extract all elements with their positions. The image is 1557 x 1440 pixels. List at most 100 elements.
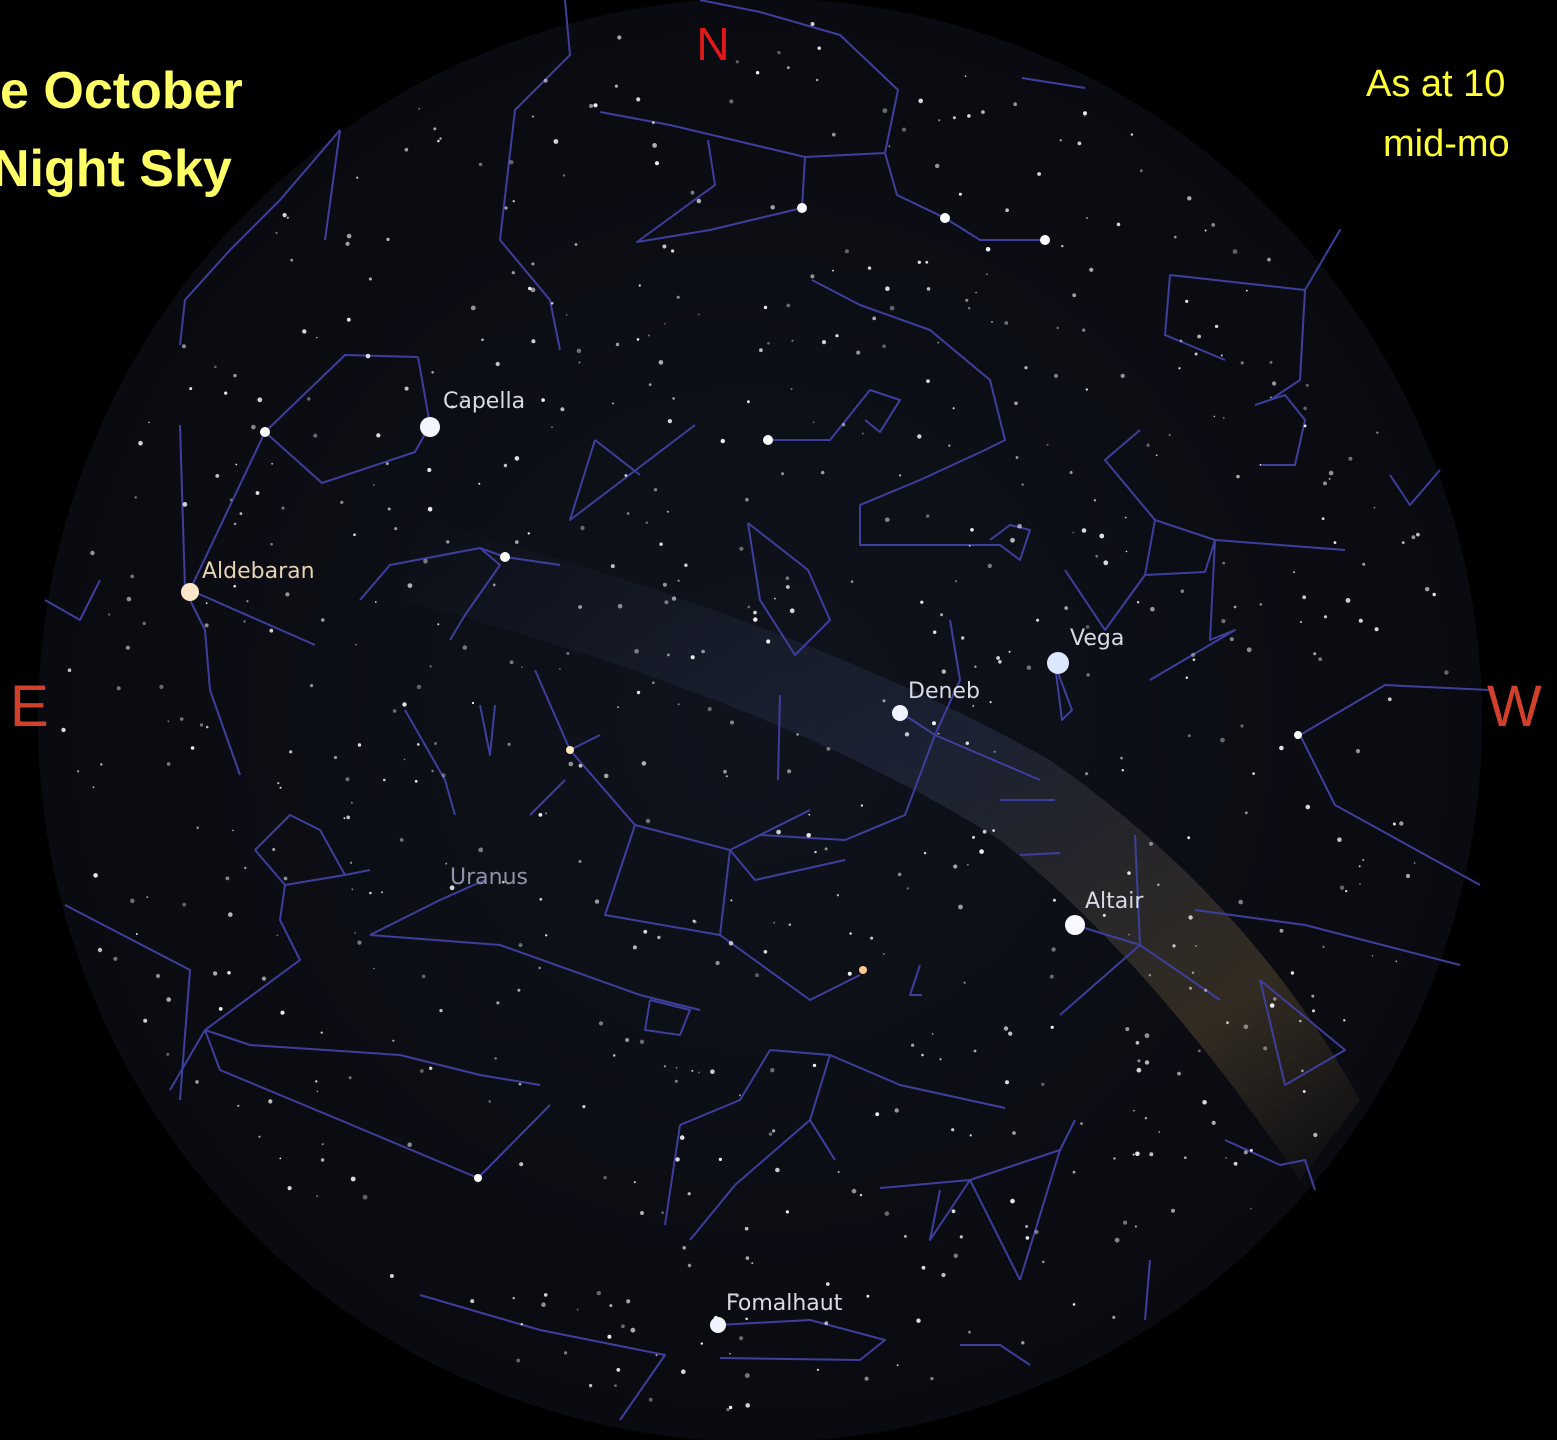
- star: [691, 1070, 693, 1072]
- star: [986, 247, 991, 252]
- star: [316, 1195, 318, 1197]
- star: [604, 774, 609, 779]
- star: [832, 270, 834, 272]
- star: [494, 1057, 496, 1059]
- star: [1026, 1236, 1030, 1240]
- star: [1340, 886, 1344, 890]
- star: [268, 1099, 272, 1103]
- star: [251, 425, 256, 430]
- star: [346, 242, 350, 246]
- star: [427, 468, 431, 472]
- star: [1306, 805, 1311, 810]
- star: [797, 203, 807, 213]
- star: [1135, 1152, 1140, 1157]
- star: [1041, 1083, 1044, 1086]
- star: [1223, 417, 1225, 419]
- star: [1221, 355, 1223, 357]
- star: [130, 899, 135, 904]
- star: [636, 97, 640, 101]
- star: [1306, 384, 1309, 387]
- star: [1024, 366, 1027, 369]
- star: [838, 1171, 840, 1173]
- star: [897, 1364, 899, 1366]
- star: [1145, 1060, 1149, 1064]
- star: [394, 527, 397, 530]
- star: [965, 75, 967, 77]
- star: [745, 1403, 750, 1408]
- star: [892, 705, 908, 721]
- star: [680, 1135, 685, 1140]
- star: [442, 773, 446, 777]
- star: [998, 660, 1002, 664]
- star: [1241, 361, 1244, 364]
- star: [93, 873, 98, 878]
- star: [313, 434, 317, 438]
- star: [872, 317, 876, 321]
- star: [566, 746, 574, 754]
- star: [1186, 677, 1188, 679]
- star: [885, 1211, 890, 1216]
- star: [905, 732, 909, 736]
- star: [545, 934, 547, 936]
- star: [1322, 946, 1324, 948]
- star: [277, 934, 279, 936]
- star: [243, 620, 245, 622]
- star: [463, 645, 468, 650]
- star: [521, 1323, 523, 1325]
- star: [1047, 652, 1069, 674]
- star: [813, 1064, 816, 1067]
- star: [509, 160, 513, 164]
- star: [1302, 595, 1306, 599]
- star: [1234, 1162, 1238, 1166]
- star: [166, 997, 171, 1002]
- star: [1191, 653, 1195, 657]
- star: [1322, 517, 1325, 520]
- star: [676, 1067, 678, 1069]
- star: [200, 723, 203, 726]
- star: [1056, 327, 1059, 330]
- star: [1303, 407, 1307, 411]
- star: [280, 1011, 284, 1015]
- star: [616, 1368, 620, 1372]
- star: [1181, 590, 1184, 593]
- star: [753, 611, 757, 615]
- star: [1060, 139, 1062, 141]
- star: [1137, 1070, 1139, 1072]
- star: [1156, 454, 1158, 456]
- star: [496, 362, 500, 366]
- star: [817, 1369, 819, 1371]
- star: [1086, 673, 1089, 676]
- star: [986, 273, 988, 275]
- star: [433, 127, 436, 130]
- star: [1078, 142, 1082, 146]
- star: [445, 863, 447, 865]
- star: [369, 892, 372, 895]
- star: [1047, 444, 1049, 446]
- star: [347, 318, 351, 322]
- star: [357, 941, 361, 945]
- star: [1294, 731, 1302, 739]
- star: [1117, 223, 1121, 227]
- star: [1072, 532, 1074, 534]
- star: [663, 583, 667, 587]
- star: [275, 232, 277, 234]
- star: [822, 340, 826, 344]
- star: [1149, 974, 1151, 976]
- star: [1246, 290, 1248, 292]
- star: [664, 600, 668, 604]
- star: [1393, 823, 1396, 826]
- star: [235, 464, 237, 466]
- star: [256, 491, 260, 495]
- star: [787, 304, 791, 308]
- star: [353, 533, 356, 536]
- star: [569, 762, 574, 767]
- star: [143, 622, 146, 625]
- star: [668, 419, 672, 423]
- star: [938, 119, 940, 121]
- star: [369, 278, 372, 281]
- star: [774, 598, 776, 600]
- star: [1291, 971, 1294, 974]
- star: [633, 945, 637, 949]
- star: [366, 354, 371, 359]
- star: [1329, 471, 1334, 476]
